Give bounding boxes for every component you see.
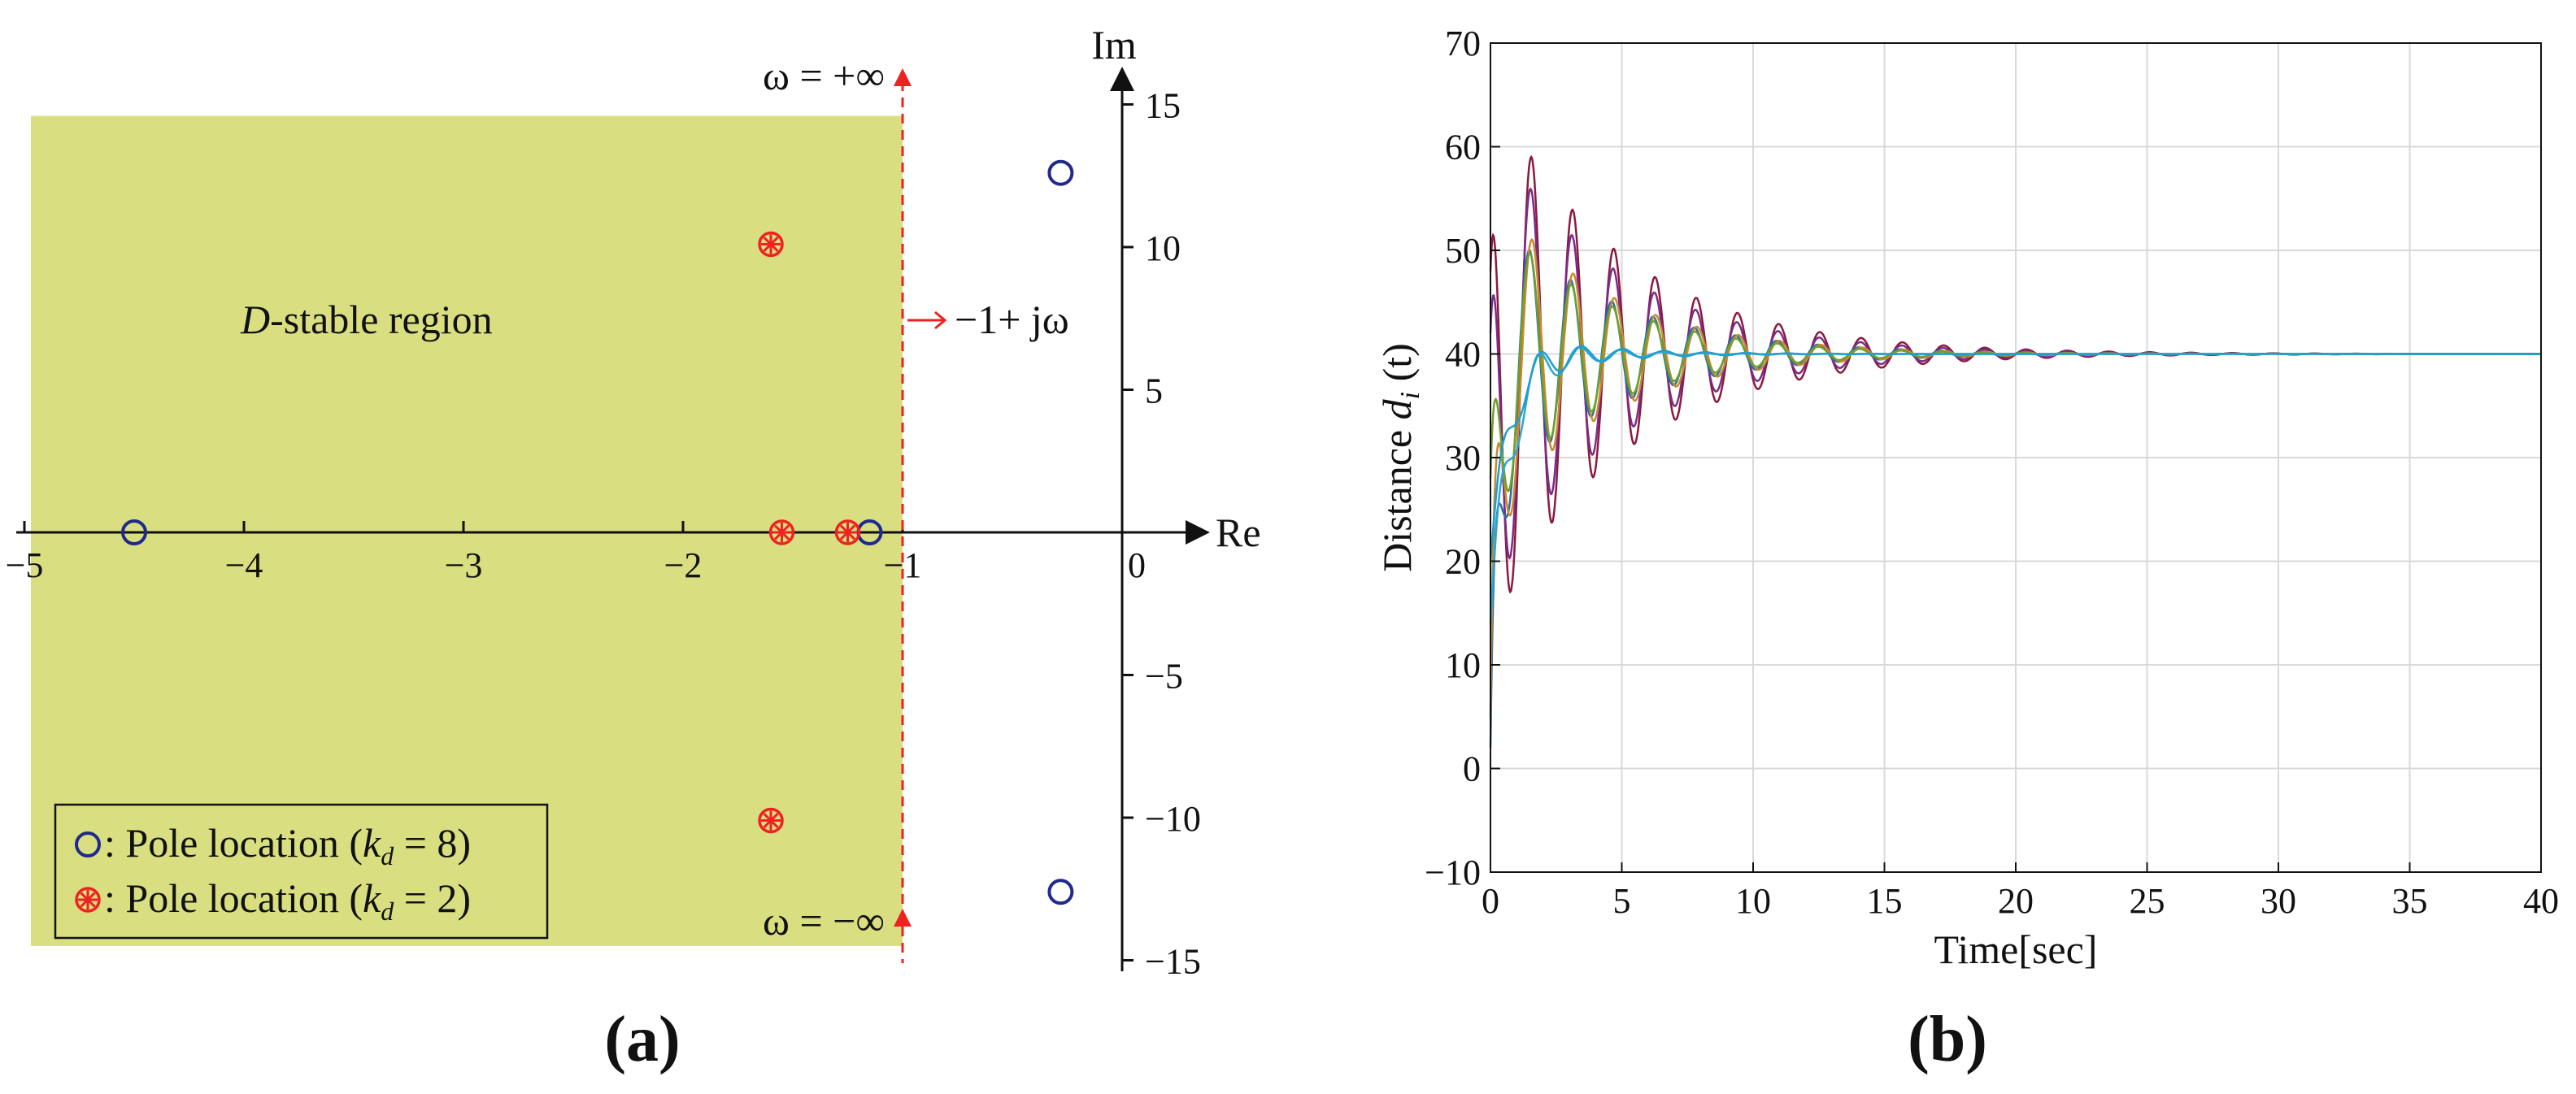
y-tick-label: 0 <box>1463 749 1481 789</box>
pole-kd8 <box>121 519 147 545</box>
y-tick-label: −10 <box>1145 799 1201 839</box>
x-tick-label: 25 <box>2130 881 2165 921</box>
legend-marker-kd8 <box>75 831 101 857</box>
x-tick-label: 5 <box>1613 881 1631 921</box>
x-tick-label: 40 <box>2523 881 2559 921</box>
subcaption-a: (a) <box>604 1004 680 1075</box>
pole-kd2 <box>758 807 784 834</box>
x-axis-ticks: 0 5 10 15 20 25 30 35 40 <box>1482 862 2559 921</box>
pole-kd8 <box>1047 879 1074 905</box>
region-label-italic: D <box>240 297 270 342</box>
x-tick-label: 30 <box>2261 881 2296 921</box>
legend-entry-kd2: : Pole location (kd = 2) <box>104 875 471 926</box>
pole-markers <box>121 159 1074 905</box>
x-tick-label: 0 <box>1128 545 1146 585</box>
y-tick-label: −15 <box>1145 942 1201 982</box>
grid <box>1490 42 2542 873</box>
x-tick-label: 15 <box>1867 881 1903 921</box>
pole-kd2 <box>768 519 795 545</box>
pole-kd8 <box>1047 159 1074 186</box>
omega-minus-infinity-label: ω = −∞ <box>763 898 885 944</box>
legend-circle <box>75 831 101 857</box>
y-tick-label: 40 <box>1445 335 1481 375</box>
im-axis-ticks: 15 10 5 −5 −10 −15 <box>1122 86 1201 982</box>
minus-one-plus-jw-label: −1+ jω <box>955 297 1069 342</box>
boundary-arrow-bottom <box>894 909 912 927</box>
im-axis-label: Im <box>1091 22 1137 67</box>
y-axis-ticks: −10 0 10 20 30 40 50 60 70 <box>1425 24 1500 892</box>
y-tick-label: −5 <box>1145 657 1183 697</box>
region-label-rest: -stable region <box>270 297 493 342</box>
x-tick-label: −2 <box>664 545 703 585</box>
y-tick-label: 60 <box>1445 128 1481 167</box>
x-tick-label: 35 <box>2392 881 2428 921</box>
y-tick-label: 70 <box>1445 24 1481 63</box>
omega-plus-infinity-label: ω = +∞ <box>763 53 885 98</box>
d-stable-region <box>31 115 903 946</box>
x-tick-label: −5 <box>6 545 44 585</box>
re-axis-label: Re <box>1216 510 1261 555</box>
y-tick-label: 10 <box>1445 645 1481 685</box>
legend-marker-kd2 <box>75 887 101 913</box>
x-tick-label: 10 <box>1735 881 1771 921</box>
series-line-d7 <box>1489 345 2541 562</box>
subcaption-b: (b) <box>1908 1004 1987 1075</box>
x-tick-label: −4 <box>225 545 263 585</box>
legend: : Pole location (kd = 8) : Pole location… <box>54 803 549 940</box>
pole-kd2 <box>834 519 861 545</box>
x-axis-label: Time[sec] <box>1934 927 2098 972</box>
legend-asterisk <box>75 887 101 913</box>
y-tick-label: 20 <box>1445 542 1481 582</box>
distance-series <box>1489 154 2541 749</box>
x-tick-label: −3 <box>445 545 483 585</box>
jw-pointer-arrowhead <box>934 310 947 330</box>
y-tick-label: 5 <box>1145 371 1163 411</box>
y-tick-label: 30 <box>1445 438 1481 478</box>
pole-kd2 <box>758 231 784 258</box>
y-tick-label: 15 <box>1145 86 1181 126</box>
y-tick-label: 10 <box>1145 228 1181 268</box>
x-tick-label: 0 <box>1482 881 1499 921</box>
y-tick-label: −10 <box>1425 853 1481 892</box>
legend-entry-kd8: : Pole location (kd = 8) <box>104 820 471 870</box>
re-axis-ticks: −5 −4 −3 −2 −1 0 <box>6 521 1146 585</box>
y-axis-label: Distance di (t) <box>1374 343 1425 572</box>
x-tick-label: −1 <box>884 545 922 585</box>
region-label: D-stable region <box>240 297 493 342</box>
boundary-arrow-top <box>894 68 912 86</box>
legend-box <box>54 803 549 940</box>
y-tick-label: 50 <box>1445 231 1481 271</box>
x-tick-label: 20 <box>1998 881 2034 921</box>
